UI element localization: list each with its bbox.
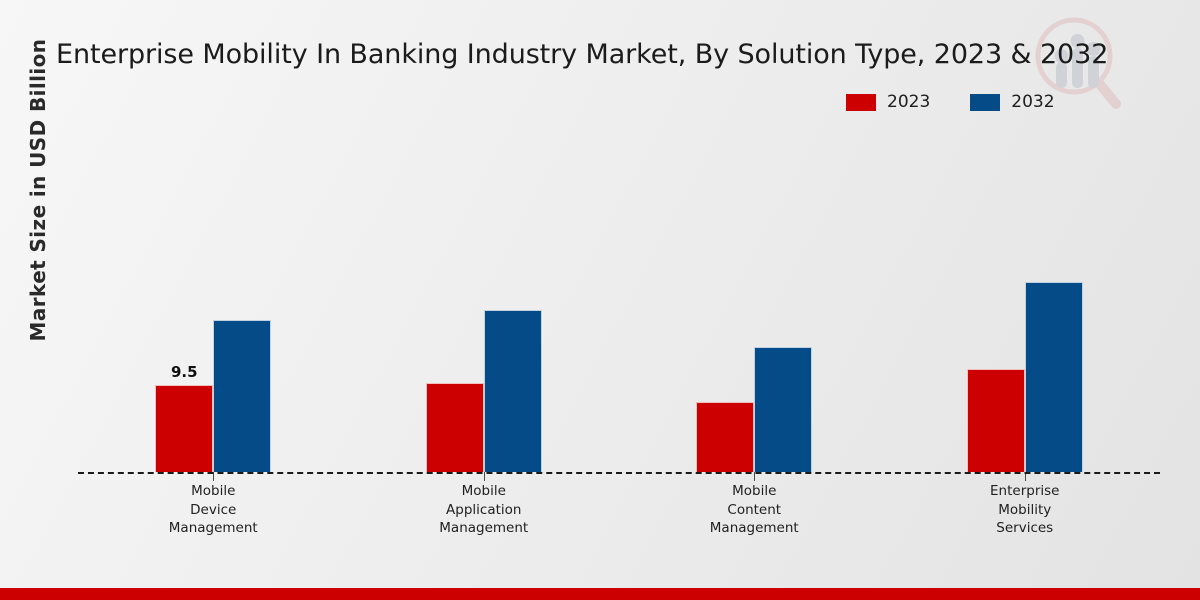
legend-item-2023[interactable]: 2023 <box>846 92 930 112</box>
legend-label-2023: 2023 <box>887 92 931 112</box>
x-axis-tick <box>483 472 485 481</box>
x-axis-baseline <box>78 472 1160 474</box>
bar-rect[interactable] <box>754 346 813 472</box>
bar-2032[interactable] <box>213 320 272 472</box>
x-axis-label-line: Management <box>709 520 799 537</box>
bar-rect[interactable] <box>425 382 484 472</box>
x-axis-label-line: Mobile <box>732 483 777 499</box>
x-axis-label: Mobile Application Management <box>349 482 620 538</box>
bar-2023[interactable]: 9.5 <box>155 363 214 472</box>
x-axis-label-line: Application <box>446 501 522 518</box>
x-axis-label: Mobile Device Management <box>78 482 349 538</box>
bar-2032[interactable] <box>483 310 542 472</box>
legend-label-2032: 2032 <box>1011 92 1055 112</box>
x-axis-label-line: Management <box>168 520 258 537</box>
x-axis-label-line: Content <box>727 501 782 518</box>
x-axis-label-line: Management <box>439 520 529 537</box>
bar-2023[interactable] <box>966 368 1025 472</box>
x-axis-label-line: Mobile <box>191 483 236 499</box>
footer-accent-bar <box>0 588 1200 600</box>
square-swatch-icon <box>970 93 1001 111</box>
x-axis-tick <box>213 472 215 481</box>
x-axis-label-line: Device <box>190 501 237 518</box>
bar-group <box>349 150 620 481</box>
y-axis-title: Market Size in USD Billion <box>26 38 50 342</box>
bar-2032[interactable] <box>1024 282 1083 472</box>
bar-2023[interactable] <box>696 402 755 472</box>
x-axis-tick <box>754 472 756 481</box>
x-axis-label-line: Services <box>996 520 1054 537</box>
bar-rect[interactable] <box>966 368 1025 472</box>
bar-rect[interactable] <box>696 402 755 472</box>
chart-title: Enterprise Mobility In Banking Industry … <box>56 39 1109 70</box>
plot-area: 9.5 <box>78 150 1161 481</box>
bar-value-label: 9.5 <box>170 362 198 381</box>
bar-groups: 9.5 <box>78 150 1161 481</box>
bar-2023[interactable] <box>425 382 484 472</box>
bar-group <box>890 150 1161 481</box>
x-axis-label-line: Enterprise <box>990 483 1060 499</box>
legend-item-2032[interactable]: 2032 <box>970 92 1055 112</box>
x-axis-label: Mobile Content Management <box>619 482 890 538</box>
x-axis-labels: Mobile Device Management Mobile Application M… <box>78 482 1160 538</box>
bar-rect[interactable] <box>213 320 272 472</box>
bar-group <box>619 150 890 481</box>
square-swatch-icon <box>846 93 876 111</box>
x-axis-tick <box>1024 472 1026 481</box>
chart-legend: 2023 2032 <box>846 92 1055 112</box>
x-axis-label-line: Mobile <box>461 483 506 499</box>
x-axis-label: Enterprise Mobility Services <box>890 482 1161 538</box>
bar-2032[interactable] <box>754 346 813 472</box>
bar-rect[interactable] <box>483 310 542 472</box>
bar-group: 9.5 <box>78 150 349 481</box>
bar-rect[interactable] <box>1024 282 1083 472</box>
bar-rect[interactable] <box>155 384 214 472</box>
x-axis-label-line: Mobility <box>998 501 1052 518</box>
